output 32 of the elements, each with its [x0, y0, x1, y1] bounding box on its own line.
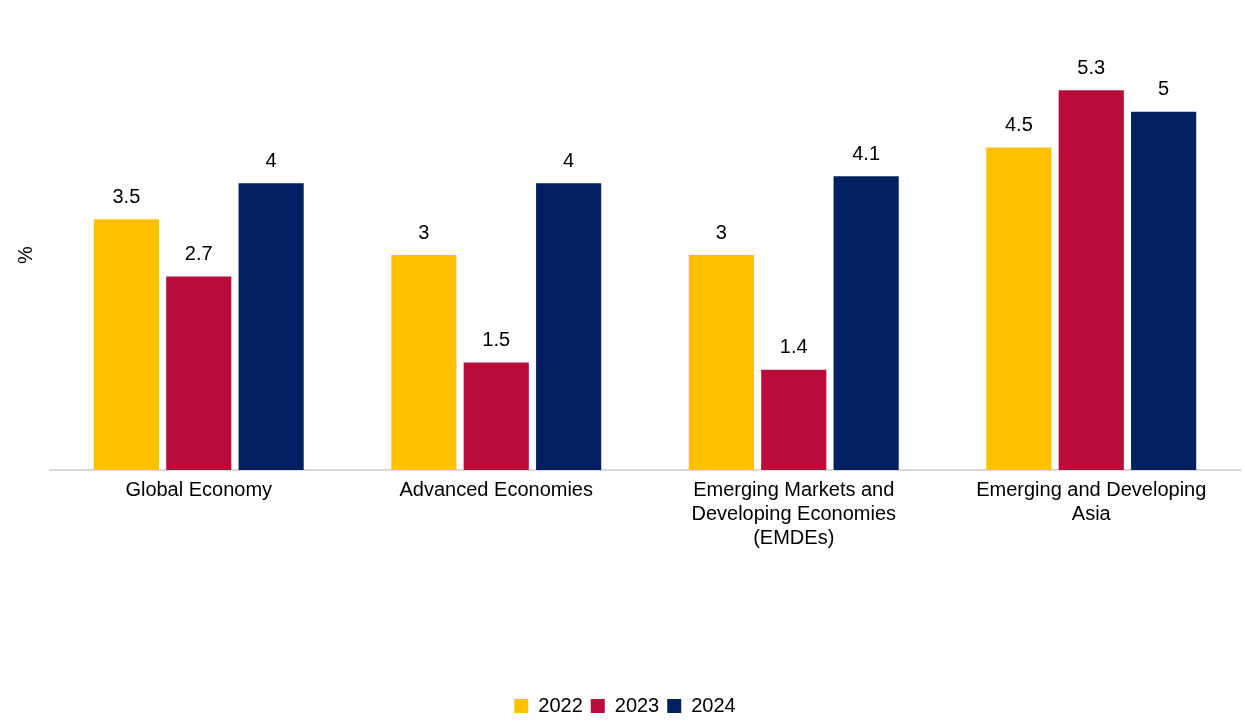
bar	[238, 183, 304, 470]
bar	[93, 219, 159, 470]
legend-label: 2022	[538, 693, 583, 716]
bar	[1058, 90, 1124, 470]
data-label: 5.3	[1077, 55, 1106, 78]
bar	[536, 183, 602, 470]
data-label: 3	[715, 220, 727, 243]
x-tick-label: Emerging Markets and Developing Economies (EMDEs)	[691, 477, 897, 548]
data-label: 3	[418, 220, 430, 243]
data-label: 5	[1158, 77, 1170, 100]
x-tick-label: Emerging and Developing Asia	[976, 477, 1207, 524]
y-axis-title: %	[13, 245, 36, 264]
bar	[463, 362, 529, 470]
data-label: 4	[265, 148, 277, 171]
bar	[833, 176, 899, 470]
bar	[1131, 111, 1197, 470]
data-label: 3.5	[112, 184, 141, 207]
bar	[688, 255, 754, 470]
x-tick-label: Global Economy	[125, 477, 273, 500]
data-label: 1.5	[482, 328, 511, 351]
data-label: 1.4	[779, 335, 808, 358]
bar	[986, 147, 1052, 470]
legend-label: 2024	[691, 693, 736, 716]
data-label: 4.1	[852, 141, 881, 164]
legend-label: 2023	[614, 693, 660, 716]
bar	[761, 369, 827, 470]
x-tick-label: Advanced Economies	[399, 477, 593, 500]
bar	[391, 255, 457, 470]
data-label: 2.7	[184, 242, 213, 265]
bar	[166, 276, 232, 470]
data-label: 4	[563, 148, 575, 171]
data-label: 4.5	[1004, 113, 1033, 136]
